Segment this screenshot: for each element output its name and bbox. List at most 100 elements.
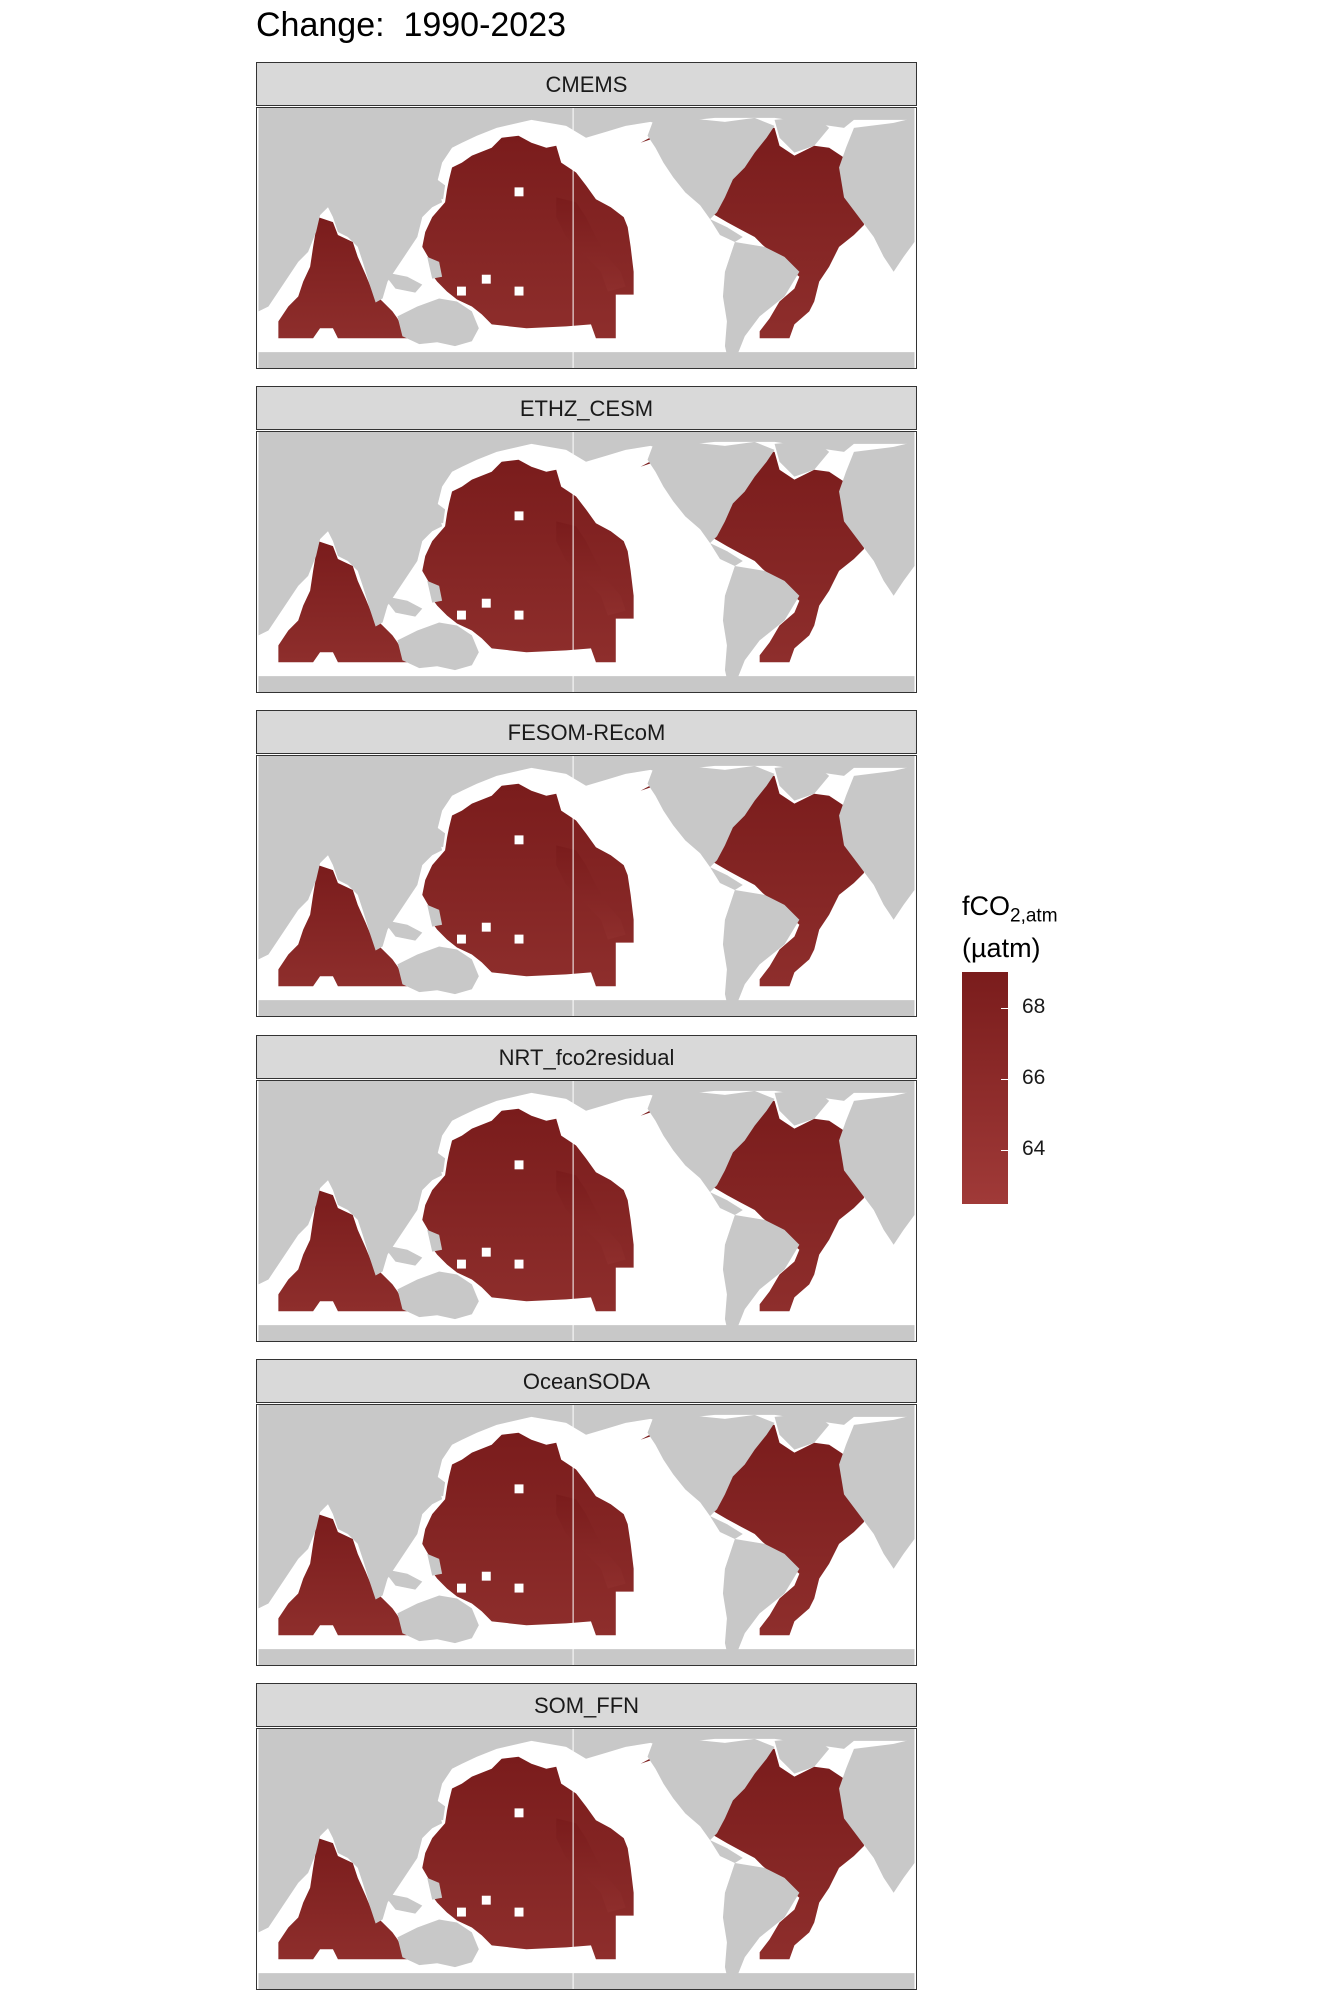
legend-title-sub: 2,atm	[1010, 905, 1058, 927]
map-area	[256, 107, 917, 369]
facet-panel: CMEMS	[256, 62, 917, 369]
land-mass	[710, 219, 743, 242]
ocean-data-region	[422, 783, 634, 987]
land-mass	[647, 1090, 775, 1193]
land-mass	[722, 889, 800, 1016]
land-mass	[258, 1325, 915, 1341]
land-mass	[397, 298, 479, 347]
legend-title-main: fCO	[962, 891, 1011, 921]
land-mass	[382, 1244, 423, 1266]
ocean-data-region	[422, 459, 634, 663]
map-area	[256, 1080, 917, 1342]
map-svg	[258, 1729, 915, 1989]
land-mass	[710, 543, 743, 566]
facet-panel: FESOM-REcoM	[256, 710, 917, 1017]
land-mass	[258, 352, 915, 368]
land-mass	[382, 919, 423, 941]
land-mass	[258, 1405, 915, 1609]
land-mass	[774, 1736, 830, 1774]
legend-tick-mark	[1001, 1079, 1008, 1081]
land-mass	[427, 1553, 443, 1576]
land-mass	[258, 1081, 915, 1285]
missing-data-cell	[514, 1259, 524, 1269]
ocean-data-region	[278, 217, 408, 339]
land-mass	[722, 1538, 800, 1665]
land-mass	[435, 1476, 446, 1497]
missing-data-cell	[514, 1160, 524, 1170]
facet-strip-label: NRT_fco2residual	[256, 1035, 917, 1079]
map-svg	[258, 1081, 915, 1341]
ocean-data-region	[278, 865, 408, 987]
land-mass	[839, 765, 915, 920]
missing-data-cell	[456, 610, 466, 620]
facet-strip-label: ETHZ_CESM	[256, 386, 917, 430]
land-mass	[258, 756, 915, 960]
missing-data-cell	[481, 1247, 491, 1257]
land-mass	[435, 827, 446, 848]
facet-strip-label: CMEMS	[256, 62, 917, 106]
land-mass	[722, 1214, 800, 1341]
map-svg	[258, 1405, 915, 1665]
ocean-data-region	[278, 1838, 408, 1960]
missing-data-cell	[514, 835, 524, 845]
legend-colorbar	[962, 972, 1008, 1204]
land-mass	[774, 763, 830, 801]
ocean-data-region	[278, 1190, 408, 1312]
facet-strip-label: OceanSODA	[256, 1359, 917, 1403]
land-mass	[435, 179, 446, 200]
land-mass	[435, 503, 446, 524]
figure-title: Change: 1990-2023	[256, 6, 567, 44]
facet-strip-label: FESOM-REcoM	[256, 710, 917, 754]
land-mass	[722, 1862, 800, 1989]
missing-data-cell	[456, 1583, 466, 1593]
land-mass	[647, 441, 775, 544]
missing-data-cell	[514, 610, 524, 620]
land-mass	[397, 1919, 479, 1968]
map-svg	[258, 432, 915, 692]
missing-data-cell	[514, 1583, 524, 1593]
land-mass	[397, 1271, 479, 1320]
land-mass	[647, 1414, 775, 1517]
land-mass	[839, 1414, 915, 1569]
land-mass	[647, 117, 775, 220]
facet-panel: NRT_fco2residual	[256, 1035, 917, 1342]
missing-data-cell	[481, 1895, 491, 1905]
land-mass	[839, 441, 915, 596]
missing-data-cell	[456, 1907, 466, 1917]
missing-data-cell	[514, 1907, 524, 1917]
land-mass	[774, 1088, 830, 1126]
missing-data-cell	[514, 934, 524, 944]
land-mass	[427, 580, 443, 603]
land-mass	[839, 1090, 915, 1245]
land-mass	[258, 432, 915, 636]
land-mass	[435, 1800, 446, 1821]
land-mass	[397, 622, 479, 671]
land-mass	[382, 271, 423, 293]
land-mass	[258, 676, 915, 692]
land-mass	[839, 117, 915, 272]
land-mass	[427, 904, 443, 927]
ocean-data-region	[422, 135, 634, 339]
ocean-data-region	[278, 541, 408, 663]
map-area	[256, 755, 917, 1017]
map-area	[256, 1728, 917, 1990]
land-mass	[722, 241, 800, 368]
missing-data-cell	[481, 274, 491, 284]
land-mass	[647, 765, 775, 868]
map-area	[256, 1404, 917, 1666]
land-mass	[435, 1152, 446, 1173]
missing-data-cell	[456, 934, 466, 944]
land-mass	[258, 1649, 915, 1665]
land-mass	[427, 1229, 443, 1252]
land-mass	[774, 1412, 830, 1450]
map-svg	[258, 108, 915, 368]
land-mass	[382, 1568, 423, 1590]
missing-data-cell	[456, 1259, 466, 1269]
missing-data-cell	[514, 286, 524, 296]
land-mass	[774, 439, 830, 477]
legend-tick-mark	[1001, 1007, 1008, 1009]
ocean-data-region	[422, 1432, 634, 1636]
land-mass	[710, 1840, 743, 1863]
land-mass	[427, 1877, 443, 1900]
legend-tick-label: 64	[1022, 1137, 1046, 1161]
